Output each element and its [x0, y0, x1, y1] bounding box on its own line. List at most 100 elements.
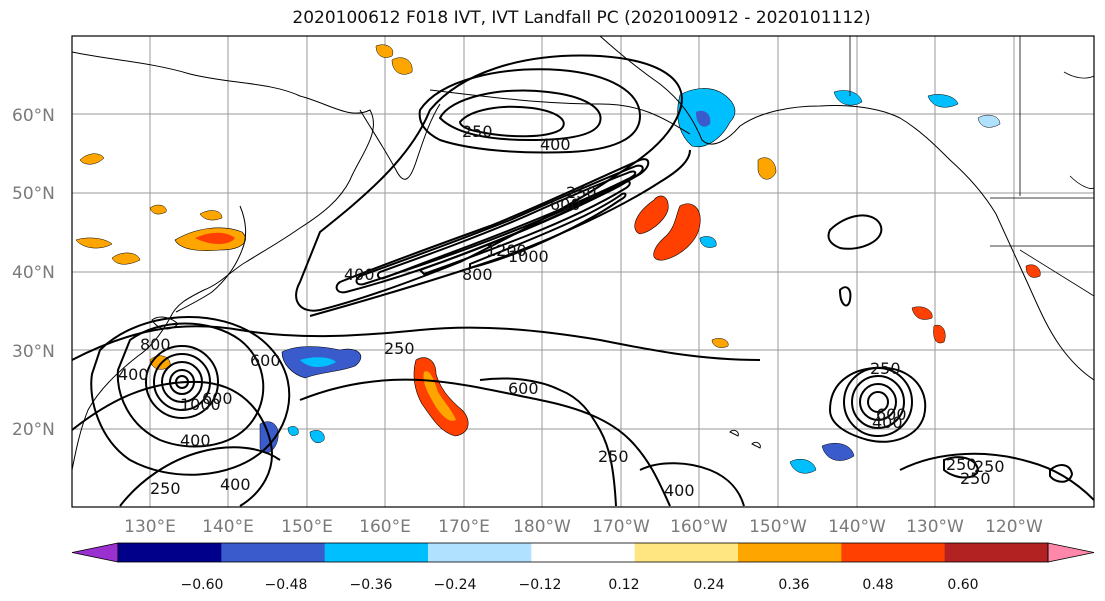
contour-label: 400	[344, 265, 375, 284]
lat-label: 40°N	[12, 263, 55, 283]
anomaly-patch	[833, 90, 863, 106]
colorbar-tick-label: 0.36	[778, 577, 809, 593]
contour-label: 600	[250, 351, 281, 370]
lon-label: 180°W	[513, 517, 571, 537]
lat-label: 50°N	[12, 184, 55, 204]
colorbar-segment	[324, 543, 429, 562]
colorbar-tick-label: −0.48	[265, 577, 308, 593]
lat-label: 20°N	[12, 420, 55, 440]
map-frame	[71, 35, 1095, 508]
contour-label: 400	[664, 481, 695, 500]
contour-label: 1200	[486, 241, 527, 260]
colorbar-segment	[944, 543, 1049, 562]
anomaly-patch	[1025, 264, 1041, 278]
contour-label: 250	[598, 447, 629, 466]
lon-label: 170°W	[592, 517, 650, 537]
anomaly-patch	[375, 44, 394, 58]
lon-label: 150°E	[281, 517, 333, 537]
colorbar-tick-label: 0.60	[947, 577, 978, 593]
colorbar-tick-label: 0.48	[862, 577, 893, 593]
anomaly-patch	[711, 338, 729, 348]
anomaly-patch	[789, 459, 817, 474]
contour-label: 250	[384, 339, 415, 358]
graticule	[72, 36, 1094, 507]
anomaly-patch	[821, 443, 855, 461]
anomaly-patch	[199, 210, 223, 221]
contour-label: 800	[462, 265, 493, 284]
colorbar	[71, 542, 1095, 563]
contour-label: 250	[462, 122, 493, 141]
ivt-contours	[72, 54, 1094, 507]
contour-label: 600	[876, 405, 907, 424]
anomaly-shading	[75, 44, 1041, 474]
contour-label: 400	[872, 413, 903, 432]
anomaly-patch	[696, 110, 711, 127]
colorbar-segment	[841, 543, 946, 562]
anomaly-patch	[309, 430, 325, 443]
contour-label: 600	[508, 379, 539, 398]
map-title: 2020100612 F018 IVT, IVT Landfall PC (20…	[292, 8, 871, 28]
colorbar-segment	[634, 543, 739, 562]
contour-label: 1000	[508, 247, 549, 266]
anomaly-patch	[287, 426, 299, 436]
anomaly-patch	[423, 371, 456, 421]
contour-label: 400	[540, 135, 571, 154]
anomaly-patch	[79, 153, 105, 165]
anomaly-patch	[111, 252, 141, 265]
anomaly-patch	[195, 232, 235, 244]
anomaly-patch	[699, 236, 717, 248]
latitude-labels: 60°N 50°N 40°N 30°N 20°N	[12, 106, 55, 440]
lon-label: 140°E	[202, 517, 254, 537]
lat-label: 30°N	[12, 342, 55, 362]
anomaly-patch	[977, 114, 1001, 128]
colorbar-extend-high	[1047, 542, 1095, 563]
contour-label: 600	[550, 195, 581, 214]
contour-label: 400	[118, 365, 149, 384]
anomaly-patch	[391, 57, 413, 75]
contour-label: 250	[150, 479, 181, 498]
colorbar-segment	[531, 543, 636, 562]
anomaly-patch	[75, 237, 113, 249]
lon-label: 170°E	[438, 517, 490, 537]
contour-labels: 250 400 600 1200 1000 800 250 400 600 25…	[118, 122, 1005, 500]
colorbar-segment	[428, 543, 532, 562]
anomaly-patch	[300, 357, 336, 367]
contour-label: 250	[566, 183, 597, 202]
contour-label: 600	[202, 389, 233, 408]
colorbar-tick-label: 0.12	[608, 577, 639, 593]
contour-label: 400	[220, 475, 251, 494]
longitude-labels: 130°E 140°E 150°E 160°E 170°E 180°W 170°…	[124, 517, 1043, 537]
contour-label: 800	[140, 335, 171, 354]
colorbar-tick-label: −0.12	[519, 577, 562, 593]
colorbar-tick-label: −0.24	[434, 577, 477, 593]
lon-label: 160°E	[359, 517, 411, 537]
anomaly-patch	[653, 203, 701, 261]
contour-label: 250	[946, 455, 977, 474]
colorbar-segment	[221, 543, 326, 562]
contour-label: 250	[870, 359, 901, 378]
lon-label: 140°W	[828, 517, 886, 537]
anomaly-patch	[634, 195, 669, 235]
colorbar-frame	[117, 542, 1049, 563]
contour-label: 250	[960, 469, 991, 488]
colorbar-ticks: −0.60 −0.48 −0.36 −0.24 −0.12 0.12 0.24 …	[181, 577, 979, 593]
anomaly-patch	[757, 157, 777, 180]
anomaly-patch	[911, 306, 933, 320]
contour-label: 1000	[180, 395, 221, 414]
colorbar-segment	[738, 543, 842, 562]
anomaly-patch	[149, 204, 167, 215]
lon-label: 150°W	[749, 517, 807, 537]
colorbar-segment	[118, 543, 222, 562]
colorbar-tick-label: 0.24	[693, 577, 724, 593]
contour-label: 250	[974, 457, 1005, 476]
anomaly-patch	[933, 324, 946, 344]
contour-label: 400	[180, 431, 211, 450]
lon-label: 130°W	[906, 517, 964, 537]
anomaly-patch	[927, 94, 959, 108]
lat-label: 60°N	[12, 106, 55, 126]
lon-label: 160°W	[670, 517, 728, 537]
lon-label: 130°E	[124, 517, 176, 537]
colorbar-tick-label: −0.60	[181, 577, 224, 593]
colorbar-extend-low	[71, 542, 119, 563]
